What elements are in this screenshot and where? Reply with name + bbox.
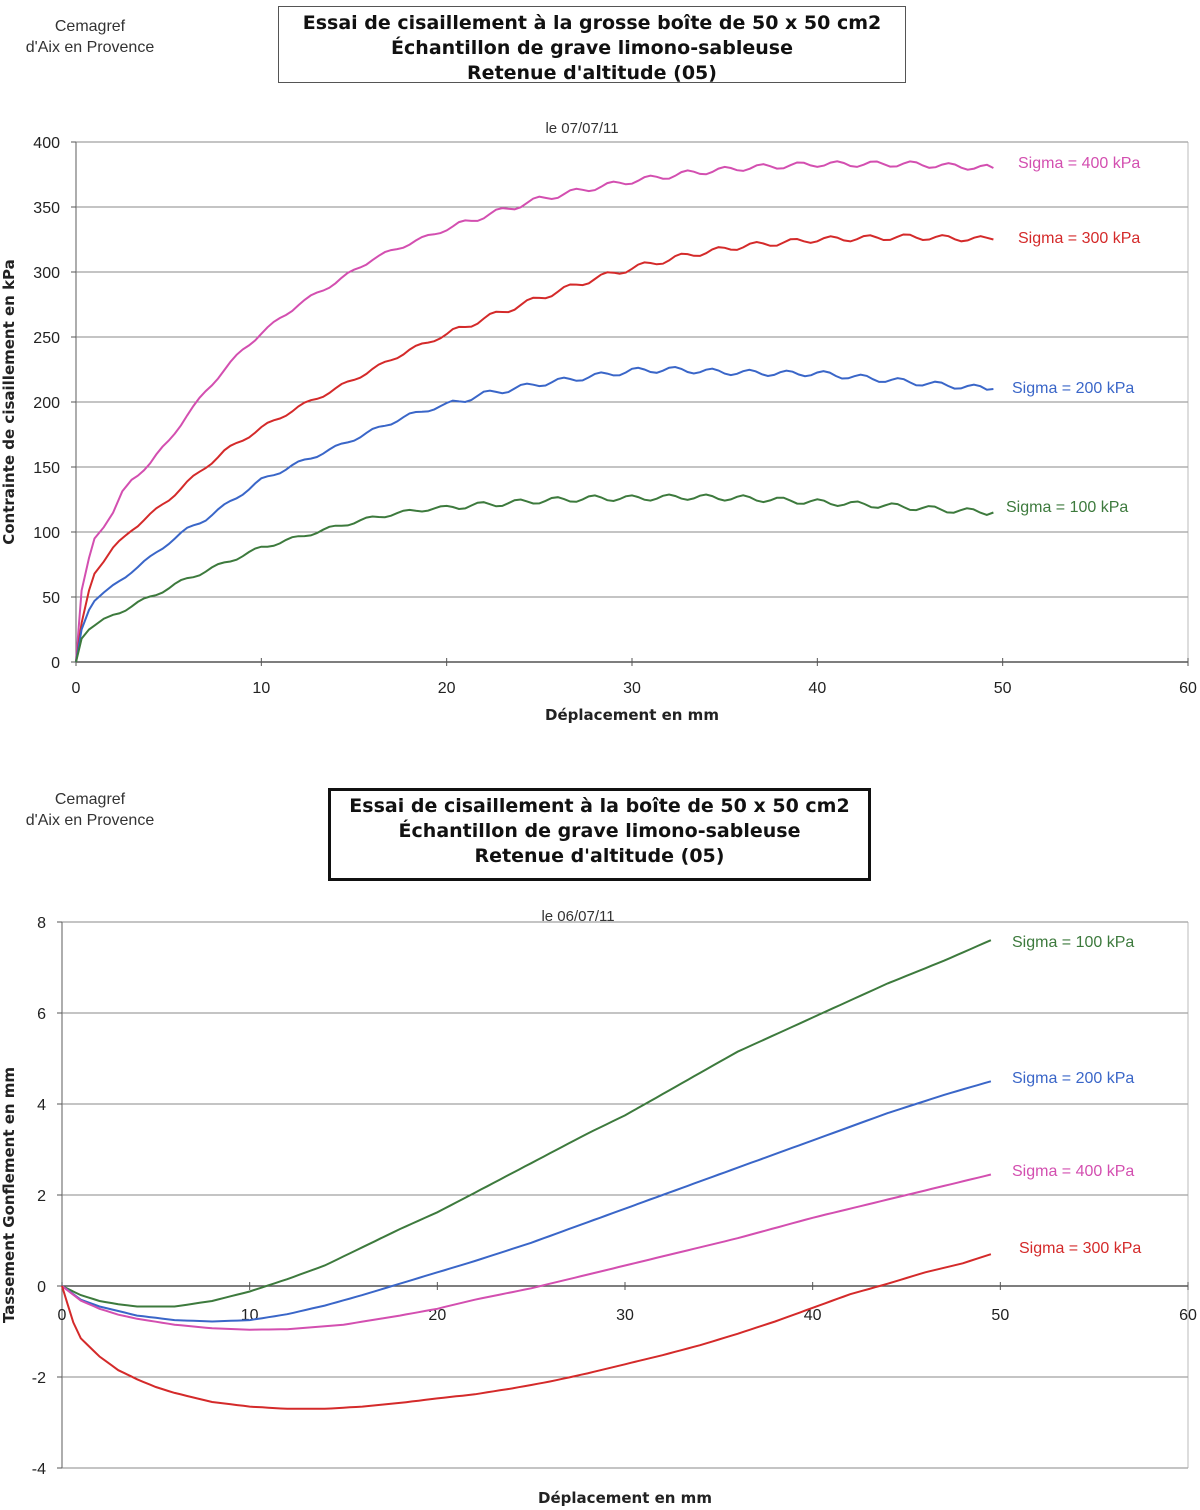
- series-label: Sigma = 200 kPa: [1012, 1070, 1134, 1087]
- series-label: Sigma = 100 kPa: [1012, 934, 1134, 951]
- series-line: [75, 493, 994, 663]
- x-axis-label: Déplacement en mm: [545, 706, 719, 724]
- y-tick-label: 6: [37, 1006, 46, 1023]
- org-line-1: Cemagref: [54, 791, 126, 808]
- chart-title-box: Essai de cisaillement à la boîte de 50 x…: [328, 788, 871, 881]
- y-tick-label: 4: [37, 1097, 46, 1114]
- title-line-1: Essai de cisaillement à la boîte de 50 x…: [349, 795, 850, 817]
- x-tick-label: 0: [72, 680, 81, 697]
- series-line: [75, 365, 994, 663]
- y-tick-label: 0: [51, 655, 60, 672]
- x-tick-label: 10: [252, 680, 270, 697]
- y-tick-label: 8: [37, 915, 46, 932]
- y-tick-label: 100: [33, 525, 60, 542]
- y-tick-label: 350: [33, 200, 60, 217]
- series-label: Sigma = 100 kPa: [1006, 499, 1128, 516]
- x-tick-label: 50: [994, 680, 1012, 697]
- org-line-2: d'Aix en Provence: [25, 812, 155, 829]
- title-line-3: Retenue d'altitude (05): [474, 845, 725, 867]
- title-line-1: Essai de cisaillement à la grosse boîte …: [302, 12, 882, 34]
- y-tick-label: 2: [37, 1188, 46, 1205]
- y-tick-label: 50: [42, 590, 60, 607]
- x-tick-label: 0: [58, 1307, 67, 1324]
- series-line: [75, 233, 994, 663]
- series-label: Sigma = 400 kPa: [1018, 155, 1140, 172]
- series-label: Sigma = 400 kPa: [1012, 1163, 1134, 1180]
- organization-name: Cemagref d'Aix en Provence: [10, 16, 170, 58]
- x-axis-label: Déplacement en mm: [538, 1489, 712, 1507]
- x-tick-label: 40: [808, 680, 826, 697]
- series-line: [61, 1253, 992, 1410]
- series-line: [61, 1080, 992, 1323]
- title-line-3: Retenue d'altitude (05): [467, 62, 717, 84]
- series-label: Sigma = 200 kPa: [1012, 380, 1134, 397]
- chart-date: le 06/07/11: [541, 908, 614, 925]
- organization-name: Cemagref d'Aix en Provence: [10, 789, 170, 831]
- x-tick-label: 60: [1179, 1307, 1197, 1324]
- series-label: Sigma = 300 kPa: [1019, 1240, 1141, 1257]
- title-line-2: Échantillon de grave limono-sableuse: [391, 37, 793, 59]
- title-line-2: Échantillon de grave limono-sableuse: [398, 820, 801, 842]
- x-tick-label: 20: [428, 1307, 446, 1324]
- x-tick-label: 50: [991, 1307, 1009, 1324]
- y-tick-label: -2: [32, 1370, 46, 1387]
- x-tick-label: 30: [623, 680, 641, 697]
- x-tick-label: 40: [804, 1307, 822, 1324]
- y-tick-label: 200: [33, 395, 60, 412]
- y-tick-label: 400: [33, 135, 60, 152]
- chart-date: le 07/07/11: [545, 120, 618, 137]
- org-line-1: Cemagref: [54, 18, 126, 35]
- series-line: [75, 160, 994, 663]
- x-tick-label: 60: [1179, 680, 1197, 697]
- chart-1: 0 50 100 150 200 250 300 350 400 0 10 20 30 40 50 60 le …: [0, 120, 1197, 724]
- chart-2: -4 -2 0 2 4 6 8 0 10 20 30 40 50 60 le 06/07/11 Déplace…: [0, 908, 1197, 1507]
- y-tick-label: 250: [33, 330, 60, 347]
- y-axis-label: Tassement Gonflement en mm: [0, 1067, 18, 1323]
- y-tick-label: 150: [33, 460, 60, 477]
- x-tick-label: 10: [241, 1307, 259, 1324]
- y-tick-label: 0: [37, 1279, 46, 1296]
- series-line: [61, 1173, 992, 1331]
- x-tick-label: 30: [616, 1307, 634, 1324]
- series-label: Sigma = 300 kPa: [1018, 230, 1140, 247]
- y-tick-label: 300: [33, 265, 60, 282]
- chart-title-box: Essai de cisaillement à la grosse boîte …: [278, 6, 906, 84]
- x-tick-label: 20: [438, 680, 456, 697]
- y-tick-label: -4: [32, 1461, 46, 1478]
- y-axis-label: Contrainte de cisaillement en kPa: [0, 259, 18, 545]
- org-line-2: d'Aix en Provence: [25, 39, 155, 56]
- series-line: [61, 939, 992, 1308]
